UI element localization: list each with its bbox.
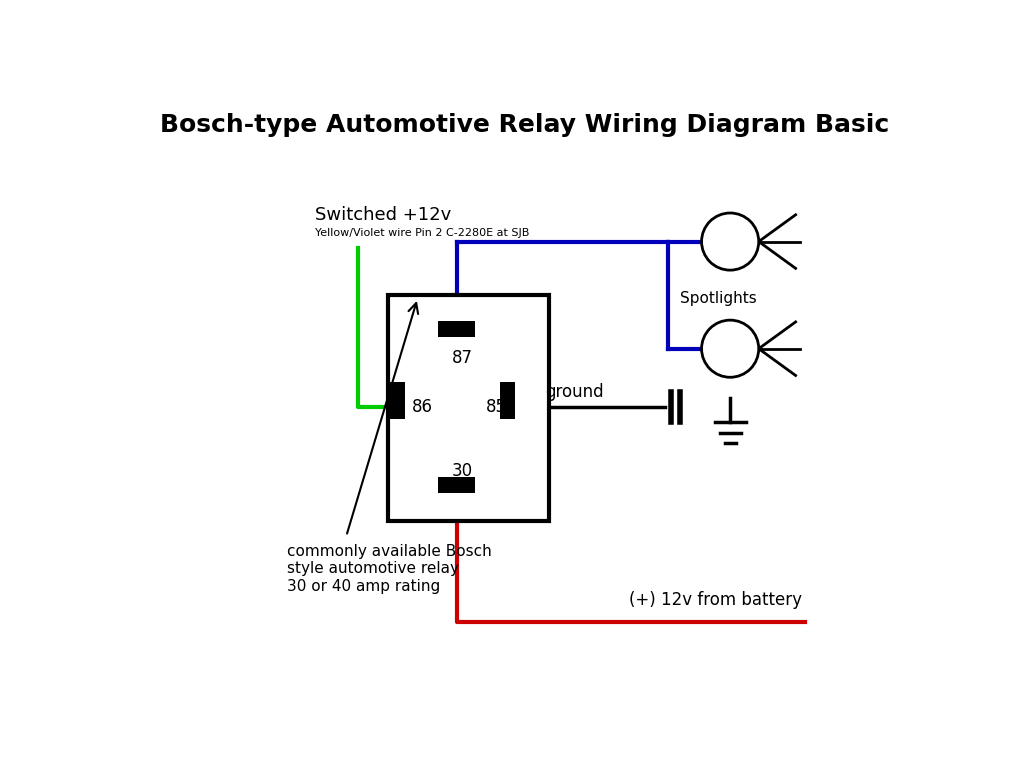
Bar bbox=[388, 295, 549, 521]
Bar bbox=[438, 477, 475, 492]
Bar bbox=[389, 382, 404, 419]
Text: 87: 87 bbox=[452, 349, 473, 366]
Text: 30: 30 bbox=[452, 461, 473, 480]
Text: 85: 85 bbox=[485, 398, 507, 416]
Text: commonly available Bosch
style automotive relay
30 or 40 amp rating: commonly available Bosch style automotiv… bbox=[287, 544, 492, 594]
Text: Switched +12v: Switched +12v bbox=[315, 206, 452, 223]
Text: Yellow/Violet wire Pin 2 C-2280E at SJB: Yellow/Violet wire Pin 2 C-2280E at SJB bbox=[315, 227, 529, 237]
Text: 86: 86 bbox=[412, 398, 433, 416]
Bar bbox=[500, 382, 515, 419]
Text: (+) 12v from battery: (+) 12v from battery bbox=[629, 591, 802, 609]
Text: Bosch-type Automotive Relay Wiring Diagram Basic: Bosch-type Automotive Relay Wiring Diagr… bbox=[160, 114, 890, 138]
Text: Spotlights: Spotlights bbox=[680, 291, 757, 305]
Text: ground: ground bbox=[545, 383, 603, 400]
Circle shape bbox=[701, 320, 759, 377]
Bar bbox=[438, 322, 475, 337]
Circle shape bbox=[701, 213, 759, 270]
